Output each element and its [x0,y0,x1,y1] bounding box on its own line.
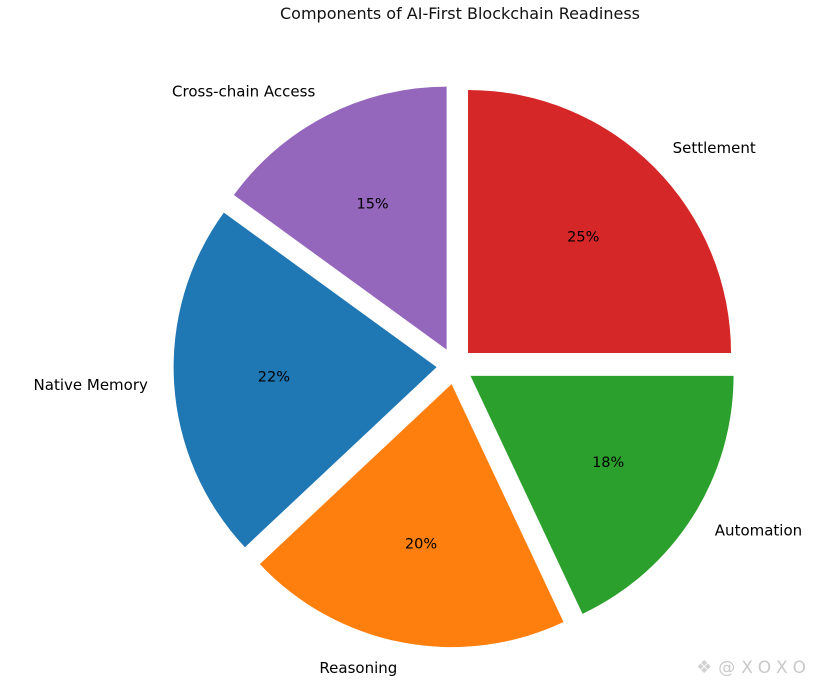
pct-label-settlement: 25% [567,230,599,246]
pie-slice-settlement [468,89,732,353]
pct-label-automation: 18% [592,455,624,471]
pct-label-native-memory: 22% [258,369,290,385]
watermark-text: @XOXO [718,658,812,678]
pie-slice-reasoning [259,384,564,648]
slice-label-automation: Automation [715,521,802,539]
slice-label-native-memory: Native Memory [34,376,148,394]
pie-slice-cross-chain-access [233,86,447,350]
pct-label-reasoning: 20% [405,536,437,552]
chart-title: Components of AI-First Blockchain Readin… [279,4,640,23]
pct-label-cross-chain-access: 15% [356,196,388,212]
slice-label-cross-chain-access: Cross-chain Access [172,82,315,100]
slice-label-settlement: Settlement [673,139,756,157]
pie-slice-automation [470,375,734,614]
slice-label-reasoning: Reasoning [319,659,397,677]
diamond-logo-icon: ❖ [696,657,713,678]
pie-slice-native-memory [173,212,437,548]
watermark: ❖ @XOXO [696,658,812,678]
